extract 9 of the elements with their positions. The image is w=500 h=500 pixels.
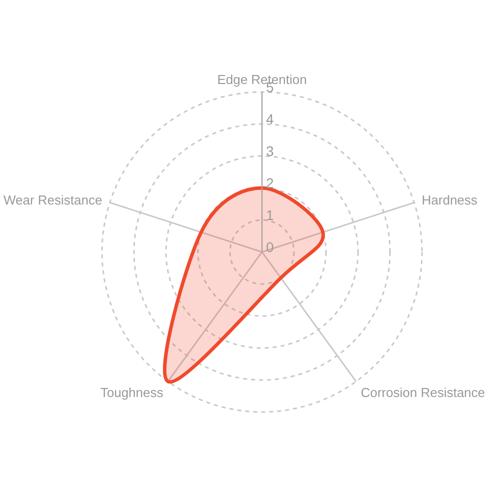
y-tick-label: 2 <box>266 175 274 191</box>
y-tick-label: 4 <box>266 111 274 127</box>
spoke-label: Wear Resistance <box>3 192 102 208</box>
y-tick-label: 0 <box>266 239 274 255</box>
spoke-label: Hardness <box>422 192 478 208</box>
spoke-label: Corrosion Resistance <box>360 385 486 400</box>
spoke-label: Toughness <box>100 385 164 400</box>
y-tick-label: 3 <box>266 143 274 159</box>
y-tick-label: 1 <box>266 207 274 223</box>
